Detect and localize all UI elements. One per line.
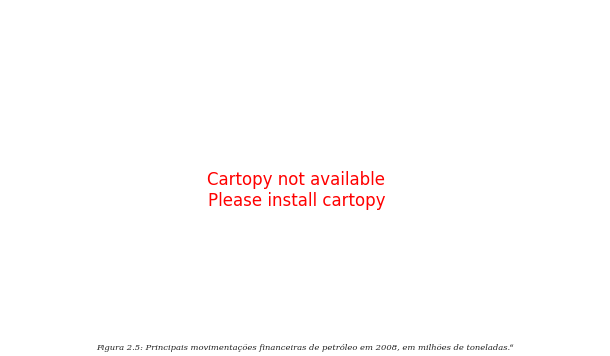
Text: Figura 2.5: Principais movimentações financeiras de petróleo em 2008, em milhões: Figura 2.5: Principais movimentações fin… — [96, 345, 514, 352]
Text: Cartopy not available
Please install cartopy: Cartopy not available Please install car… — [207, 171, 386, 210]
